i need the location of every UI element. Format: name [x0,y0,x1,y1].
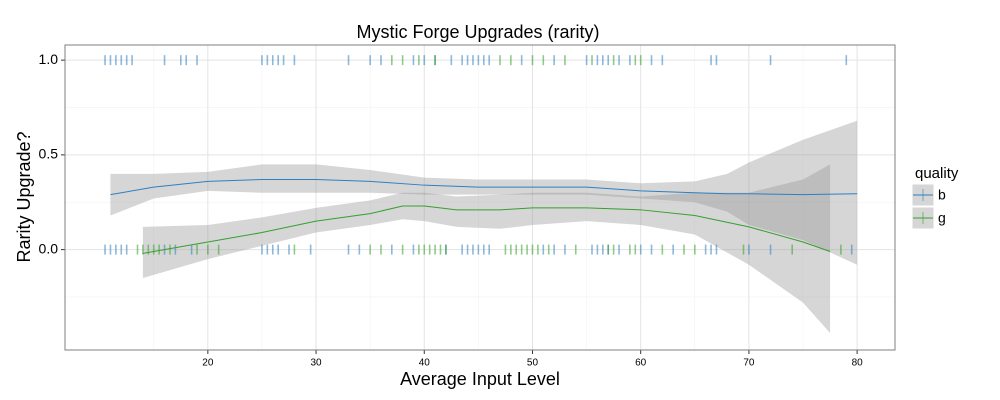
smooth-line [142,205,831,254]
y-axis-label: Rarity Upgrade? [14,131,34,262]
x-tick-label: 70 [743,358,755,369]
panel-border [64,44,896,351]
legend-label: g [938,210,946,226]
panel-background [65,45,895,350]
x-tick-label: 80 [852,358,864,369]
confidence-band [110,120,858,265]
legend-label: b [938,187,946,203]
x-axis-label: Average Input Level [400,369,560,389]
x-tick-label: 50 [527,358,539,369]
smooth-line [110,179,858,196]
panel [65,45,895,350]
y-tick-label: 0.5 [39,146,59,162]
x-tick-label: 30 [310,358,322,369]
x-tick-label: 20 [202,358,214,369]
y-tick-label: 1.0 [39,51,59,67]
x-tick-label: 60 [635,358,647,369]
x-tick-label: 40 [419,358,431,369]
chart-title: Mystic Forge Upgrades (rarity) [356,22,599,42]
confidence-band [142,164,831,333]
legend-title: quality [915,165,959,182]
y-tick-label: 0.0 [39,240,59,256]
